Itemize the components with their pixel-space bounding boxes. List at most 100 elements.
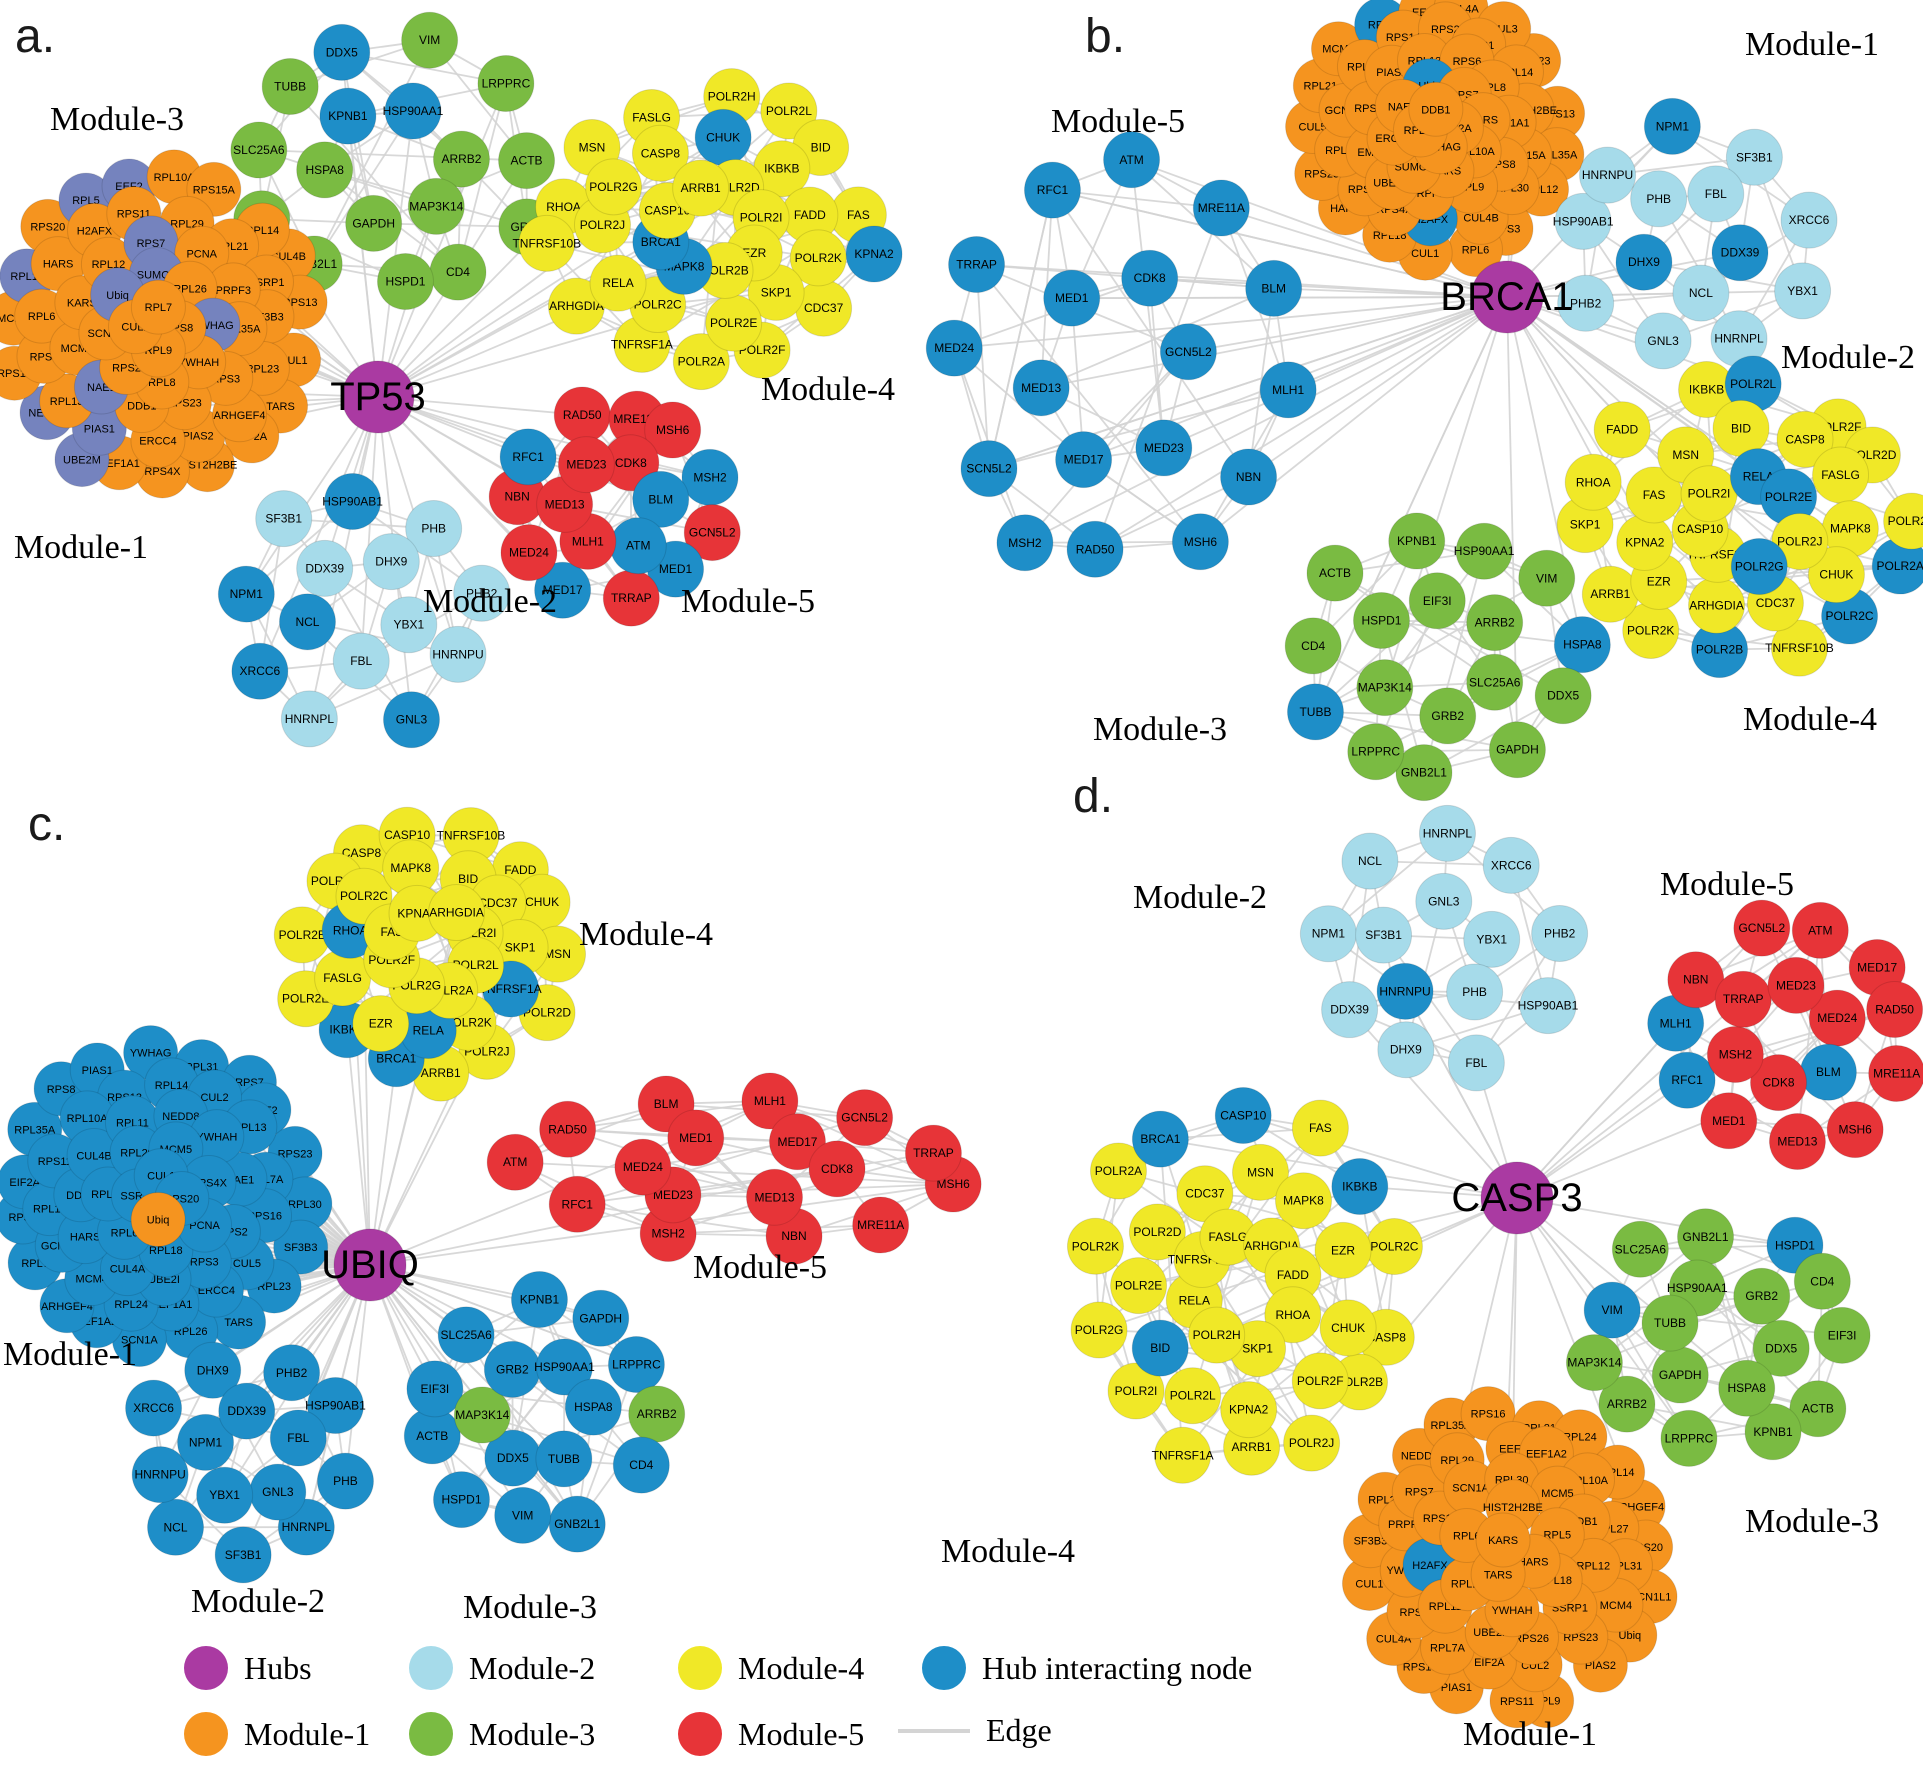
svg-text:MAPK8: MAPK8: [1283, 1194, 1324, 1208]
node-POLR2E: POLR2E: [1760, 468, 1818, 526]
svg-text:RPS2: RPS2: [112, 363, 141, 375]
svg-text:NBN: NBN: [504, 490, 529, 504]
node-GAPDH: GAPDH: [1651, 1346, 1709, 1404]
svg-text:RPS6: RPS6: [1453, 56, 1482, 68]
svg-text:PHB2: PHB2: [466, 586, 498, 600]
node-MSH6: MSH6: [1826, 1101, 1884, 1159]
svg-text:PIAS2: PIAS2: [182, 430, 213, 442]
node-MAP3K14: MAP3K14: [407, 177, 465, 235]
svg-text:HSP90AB1: HSP90AB1: [322, 494, 383, 508]
node-YBX1: YBX1: [1774, 262, 1832, 320]
svg-text:MED17: MED17: [777, 1135, 817, 1149]
node-FADD: FADD: [1593, 401, 1651, 459]
module-label-b-module-1: Module-1: [1745, 26, 1879, 63]
node-ACTB: ACTB: [1789, 1380, 1847, 1438]
node-POLR2K: POLR2K: [789, 229, 847, 287]
svg-text:CDK8: CDK8: [615, 456, 647, 470]
svg-text:EIF3I: EIF3I: [1423, 594, 1452, 608]
legend-label: Module-4: [738, 1649, 865, 1686]
svg-text:ARHGEF4: ARHGEF4: [41, 1301, 93, 1313]
svg-text:POLR2J: POLR2J: [1289, 1436, 1334, 1450]
legend-item-hubs: Hubs: [184, 1646, 312, 1690]
node-DDX39: DDX39: [218, 1382, 276, 1440]
node-ARRB2: ARRB2: [628, 1385, 686, 1443]
svg-text:KPNA2: KPNA2: [1625, 536, 1665, 550]
svg-text:ATM: ATM: [626, 539, 650, 553]
svg-text:CDK8: CDK8: [1763, 1076, 1795, 1090]
node-FASLG: FASLG: [1199, 1208, 1257, 1266]
svg-text:SF3B1: SF3B1: [225, 1548, 262, 1562]
svg-text:MED24: MED24: [509, 546, 549, 560]
svg-text:CUL4B: CUL4B: [76, 1150, 111, 1162]
node-POLR2B: POLR2B: [273, 906, 331, 964]
svg-text:MSH2: MSH2: [651, 1227, 685, 1241]
node-POLR2K: POLR2K: [1622, 601, 1680, 659]
node-LRPPRC: LRPPRC: [1347, 723, 1405, 781]
node-MED17: MED17: [1848, 938, 1906, 996]
svg-text:MLH1: MLH1: [572, 534, 604, 548]
svg-text:POLR2I: POLR2I: [740, 211, 783, 225]
node-FASLG: FASLG: [314, 949, 372, 1007]
node-TRRAP: TRRAP: [904, 1124, 962, 1182]
svg-text:MRE11A: MRE11A: [1873, 1067, 1920, 1081]
svg-text:ARHGDIA: ARHGDIA: [1689, 598, 1744, 612]
svg-text:SCN1A: SCN1A: [121, 1335, 158, 1347]
svg-text:GRB2: GRB2: [1745, 1289, 1778, 1303]
svg-text:CASP8: CASP8: [1367, 1330, 1407, 1344]
svg-text:GNL3: GNL3: [1647, 334, 1679, 348]
node-IKBKB: IKBKB: [1678, 361, 1736, 419]
svg-text:CASP10: CASP10: [384, 828, 430, 842]
node-LRPPRC: LRPPRC: [1660, 1409, 1718, 1467]
node-BRCA1: BRCA1: [1131, 1110, 1189, 1168]
node-HNRNPL: HNRNPL: [1418, 804, 1476, 862]
svg-text:TRRAP: TRRAP: [956, 258, 997, 272]
svg-text:CHUK: CHUK: [525, 895, 559, 909]
svg-text:DDX5: DDX5: [497, 1451, 529, 1465]
node-TRRAP: TRRAP: [1714, 970, 1772, 1028]
svg-text:RPS23: RPS23: [1563, 1632, 1598, 1644]
svg-text:CD4: CD4: [629, 1458, 653, 1472]
node-BID: BID: [1131, 1319, 1189, 1377]
svg-text:RPS8: RPS8: [47, 1084, 76, 1096]
node-RAD50: RAD50: [539, 1100, 597, 1158]
svg-text:POLR2D: POLR2D: [523, 1006, 571, 1020]
svg-text:FAS: FAS: [1309, 1121, 1332, 1135]
svg-text:HSPD1: HSPD1: [1361, 613, 1401, 627]
svg-text:RPS15A: RPS15A: [193, 184, 236, 196]
svg-text:MSN: MSN: [579, 141, 606, 155]
module-label-b-module-4: Module-4: [1743, 701, 1877, 738]
panel-a: CD4HSPD1GNB2L1EIF3ISLC25A6TUBBDDX5VIMLRP…: [0, 10, 903, 749]
node-HSPA8: HSPA8: [1553, 616, 1611, 674]
svg-text:RPL26: RPL26: [173, 283, 207, 295]
node-MRE11A: MRE11A: [852, 1196, 910, 1254]
svg-text:TNFRSF10B: TNFRSF10B: [1765, 641, 1834, 655]
node-MED17: MED17: [534, 561, 592, 619]
node-Ubiq: Ubiq: [130, 1191, 186, 1247]
svg-text:FADD: FADD: [1277, 1268, 1309, 1282]
node-GNL3: GNL3: [1634, 312, 1692, 370]
node-POLR2G: POLR2G: [1070, 1301, 1128, 1359]
node-SLC25A6: SLC25A6: [230, 121, 288, 179]
svg-text:MED23: MED23: [1144, 441, 1184, 455]
svg-text:ARRB1: ARRB1: [1590, 587, 1630, 601]
svg-text:EIF2A: EIF2A: [1474, 1657, 1505, 1669]
node-GNL3: GNL3: [249, 1463, 307, 1521]
svg-text:MSH6: MSH6: [936, 1177, 970, 1191]
legend-item-module-1: Module-1: [184, 1712, 370, 1756]
node-KPNB1: KPNB1: [1744, 1403, 1802, 1461]
module-5-swatch: [678, 1712, 722, 1756]
svg-text:ATM: ATM: [503, 1155, 527, 1169]
module-label-b-module-3: Module-3: [1093, 711, 1227, 748]
svg-text:MCM4: MCM4: [1600, 1600, 1632, 1612]
svg-text:FBL: FBL: [1465, 1056, 1487, 1070]
node-PHB: PHB: [316, 1452, 374, 1510]
module-label-a-module-3: Module-3: [50, 101, 184, 138]
svg-text:CDK8: CDK8: [1134, 271, 1166, 285]
svg-text:ACTB: ACTB: [1802, 1402, 1834, 1416]
node-YBX1: YBX1: [380, 596, 438, 654]
node-MSN: MSN: [1232, 1143, 1290, 1201]
node-VIM: VIM: [401, 11, 459, 69]
node-DDX5: DDX5: [1752, 1319, 1810, 1377]
node-NBN: NBN: [1667, 951, 1725, 1009]
